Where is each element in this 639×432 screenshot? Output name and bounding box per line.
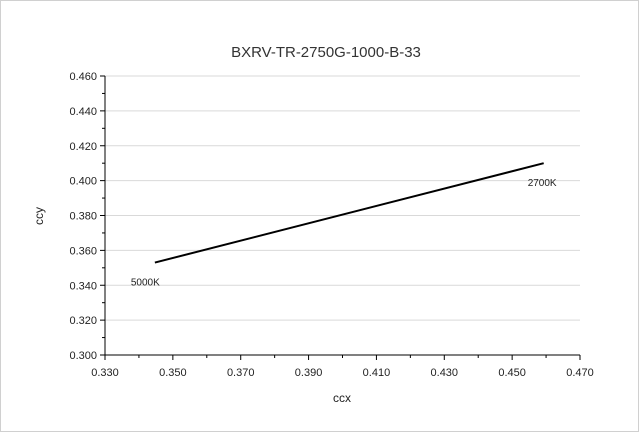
x-tick-label: 0.390 <box>295 367 323 379</box>
y-tick-label: 0.340 <box>69 280 97 292</box>
x-tick-label: 0.430 <box>431 367 459 379</box>
axes <box>100 75 581 360</box>
x-tick-label: 0.370 <box>227 367 255 379</box>
x-tick-label: 0.470 <box>566 367 594 379</box>
x-tick-label: 0.450 <box>498 367 526 379</box>
x-tick-labels: 0.330 0.350 0.370 0.390 0.410 0.430 0.450 0.470 <box>91 367 594 379</box>
x-tick-label: 0.350 <box>159 367 187 379</box>
y-tick-label: 0.400 <box>69 176 97 188</box>
y-axis-label: ccy <box>32 207 46 225</box>
x-tick-label: 0.330 <box>91 367 119 379</box>
x-tick-label: 0.410 <box>363 367 391 379</box>
y-tick-label: 0.360 <box>69 245 97 257</box>
chart-title: BXRV-TR-2750G-1000-B-33 <box>231 44 421 61</box>
annotation-label: 2700K <box>528 178 557 189</box>
y-tick-label: 0.320 <box>69 315 97 327</box>
annotation-label: 5000K <box>131 278 160 289</box>
annotations: 5000K 2700K <box>131 178 557 288</box>
y-tick-label: 0.420 <box>69 141 97 153</box>
x-axis-label: ccx <box>333 391 351 405</box>
series-line <box>154 162 544 264</box>
y-tick-label: 0.300 <box>69 350 97 362</box>
grid-lines <box>105 75 580 321</box>
series-group <box>154 162 544 264</box>
y-tick-label: 0.380 <box>69 211 97 223</box>
y-tick-label: 0.460 <box>69 71 97 83</box>
y-tick-labels: 0.300 0.320 0.340 0.360 0.380 0.400 0.420 0.440… <box>69 71 97 362</box>
y-tick-label: 0.440 <box>69 106 97 118</box>
